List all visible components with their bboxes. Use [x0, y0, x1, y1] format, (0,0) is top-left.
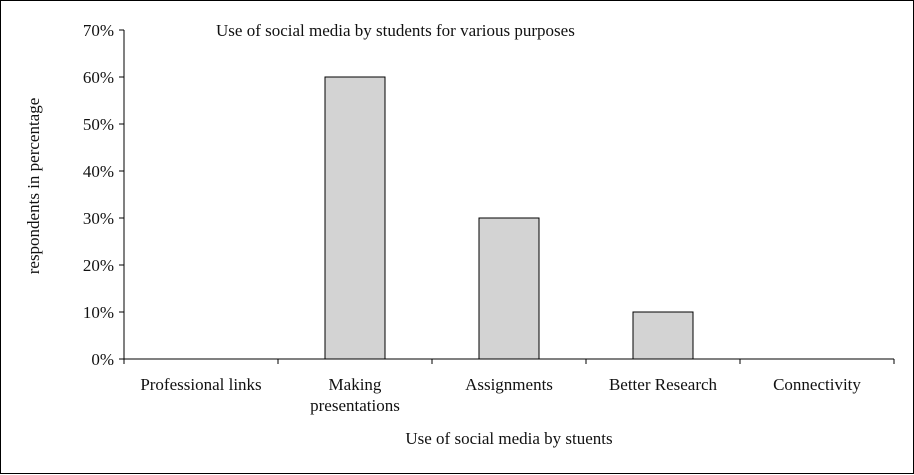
bar [632, 311, 694, 360]
bars [324, 76, 694, 360]
bar [324, 76, 386, 360]
y-tick-label: 30% [83, 209, 114, 228]
x-ticks [123, 359, 895, 364]
y-tick-label: 10% [83, 303, 114, 322]
y-tick-label: 50% [83, 115, 114, 134]
y-tick-label: 60% [83, 68, 114, 87]
x-tick-label: Better Research [609, 375, 718, 394]
y-ticks: 0% 10% 20% 30% 40% 50% 60% 70% [83, 21, 124, 369]
y-tick-label: 0% [91, 350, 114, 369]
x-tick-label: Assignments [465, 375, 553, 394]
x-tick-labels: Professional links Making presentations Ass… [140, 375, 861, 415]
bar [478, 217, 540, 360]
chart-title: Use of social media by students for vari… [216, 21, 575, 40]
x-tick-label: Professional links [140, 375, 261, 394]
y-tick-label: 20% [83, 256, 114, 275]
x-axis-label: Use of social media by stuents [405, 429, 612, 448]
y-axis-label: respondents in percentage [24, 98, 43, 275]
y-tick-label: 40% [83, 162, 114, 181]
x-tick-label: Making presentations [310, 375, 400, 415]
y-tick-label: 70% [83, 21, 114, 40]
x-tick-label: Connectivity [773, 375, 861, 394]
